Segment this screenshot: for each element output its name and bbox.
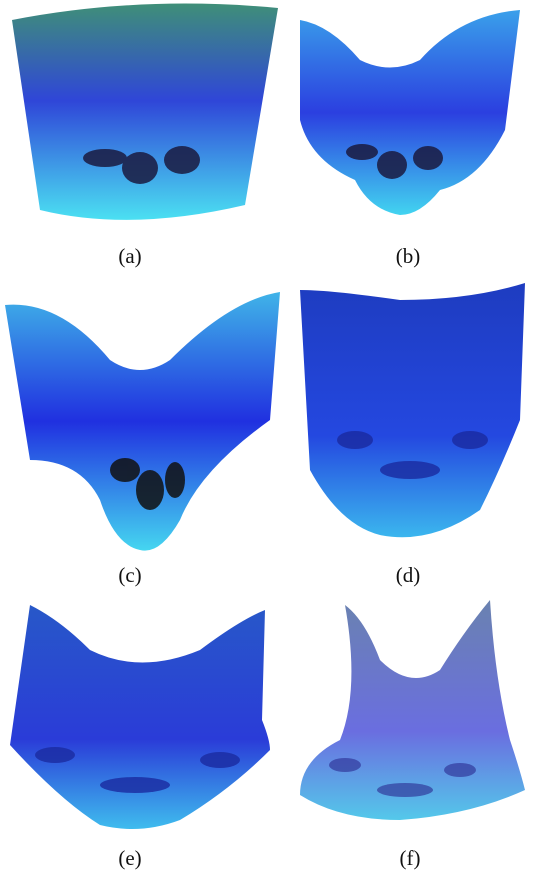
panel-label: (c) xyxy=(118,563,141,587)
surface-c xyxy=(5,292,280,551)
panel-label: (d) xyxy=(396,563,421,587)
panel-label: (a) xyxy=(118,244,141,268)
figure: (a) (b) (c) (d) (e) (f) xyxy=(0,0,537,874)
panel-label: (b) xyxy=(396,244,421,268)
page: (a) (b) (c) (d) (e) (f) (() => { const d… xyxy=(0,0,537,874)
surface-e xyxy=(10,605,270,829)
surface-d xyxy=(300,283,525,537)
surface-a xyxy=(12,4,278,220)
panel-label: (f) xyxy=(400,846,421,870)
surface-b xyxy=(300,10,520,215)
panel-label: (e) xyxy=(118,846,141,870)
